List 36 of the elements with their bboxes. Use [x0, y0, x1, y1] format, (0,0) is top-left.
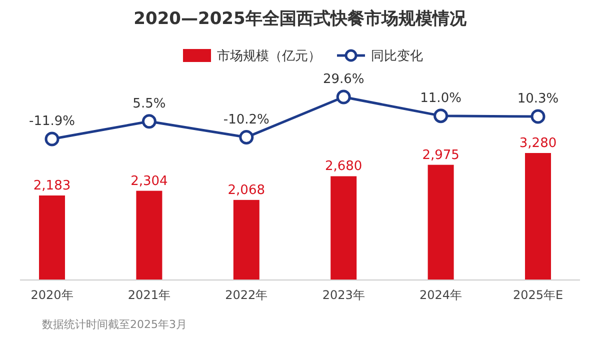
data-label: -10.2%: [223, 112, 270, 128]
bar: [525, 153, 551, 280]
legend: 市场规模（亿元）: [183, 49, 321, 64]
x-tick-label: 2022年: [225, 288, 268, 302]
data-label: 2,068: [228, 182, 266, 198]
x-tick-label: 2021年: [128, 288, 170, 302]
data-label: 2,680: [324, 159, 362, 174]
data-label: 3,280: [519, 136, 557, 151]
x-tick-label: 2023年: [322, 288, 365, 302]
point: [142, 114, 156, 129]
chart-title: 2020—2025年全国西式快餐市场规模情况: [134, 9, 468, 29]
point: [530, 109, 546, 124]
point: [336, 90, 351, 104]
bar: [136, 190, 162, 280]
point: [239, 130, 254, 145]
data-label: 2,183: [33, 178, 71, 194]
legend-label: 市场规模（亿元）: [217, 49, 321, 64]
legend: 同比变化: [337, 49, 423, 64]
data-label: -11.9%: [29, 114, 75, 129]
data-label: 11.0%: [420, 90, 462, 106]
legend-label: 同比变化: [371, 49, 423, 64]
data-label: 2,304: [130, 174, 168, 189]
x-tick-label: 2024年: [420, 288, 462, 302]
text: 数据统计时间截至2025年3月: [42, 318, 187, 331]
x-tick-label: 2020年: [30, 288, 74, 302]
point: [44, 132, 60, 146]
data-label: 10.3%: [517, 92, 559, 107]
data-label: 2,975: [422, 148, 460, 163]
data-label: 5.5%: [132, 96, 166, 112]
bar: [233, 200, 260, 280]
point: [434, 108, 448, 124]
data-label: 29.6%: [322, 72, 364, 87]
x-tick-label: 2025年E: [512, 288, 564, 302]
bar: [39, 195, 65, 280]
bar: [428, 164, 454, 280]
bar: [330, 176, 357, 280]
